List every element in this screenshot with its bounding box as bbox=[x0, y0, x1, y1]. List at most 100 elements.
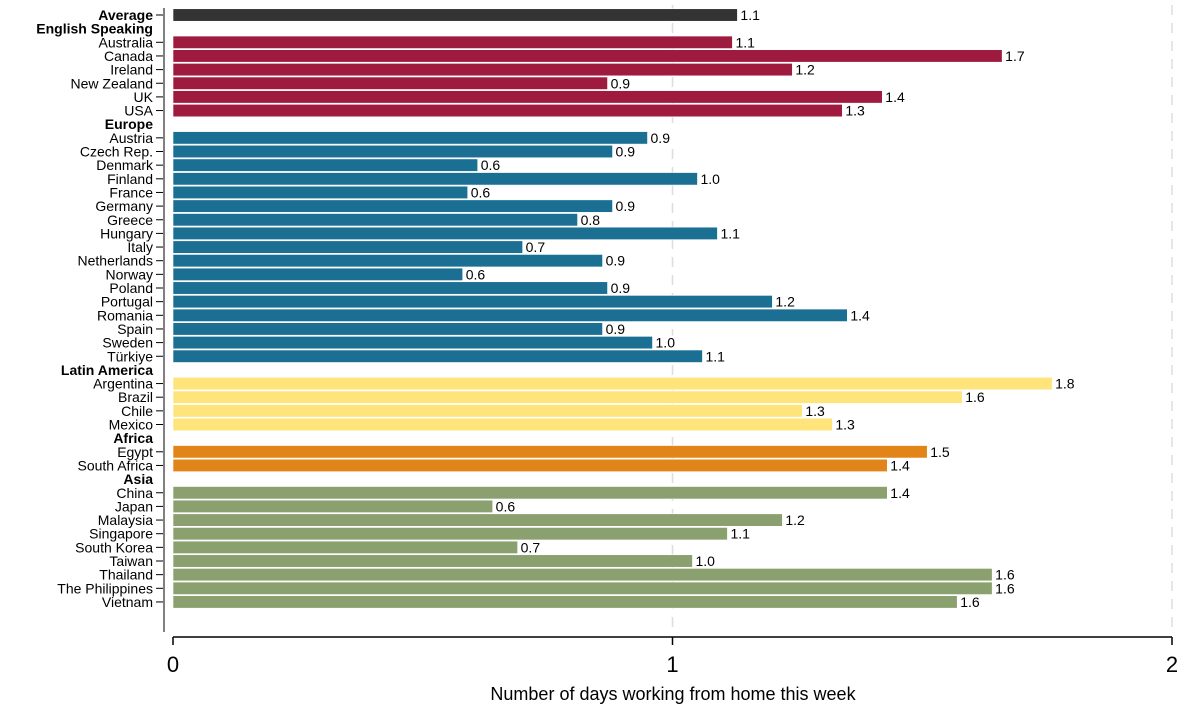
category-label: Argentina bbox=[93, 376, 153, 392]
category-label: Vietnam bbox=[102, 594, 153, 610]
category-label: Greece bbox=[107, 212, 153, 228]
value-label-bg bbox=[467, 185, 494, 200]
bar-europe bbox=[172, 213, 578, 227]
value-label: 0.8 bbox=[581, 212, 601, 228]
value-label: 1.7 bbox=[1005, 48, 1025, 64]
value-label-bg bbox=[602, 253, 629, 268]
category-label: New Zealand bbox=[71, 75, 154, 91]
bar-europe bbox=[172, 185, 469, 199]
category-label: Canada bbox=[104, 48, 153, 64]
category-label: Germany bbox=[95, 198, 153, 214]
value-label-bg bbox=[647, 130, 674, 145]
value-label: 1.4 bbox=[850, 307, 870, 323]
bar-asia bbox=[172, 581, 993, 595]
value-label-bg bbox=[727, 526, 754, 541]
x-axis-title: Number of days working from home this we… bbox=[490, 684, 856, 704]
bar-europe bbox=[172, 295, 773, 309]
value-label-bg bbox=[1052, 376, 1079, 391]
category-label: France bbox=[109, 184, 153, 200]
value-label: 0.6 bbox=[466, 266, 486, 282]
bar-africa bbox=[172, 445, 928, 459]
value-label: 1.8 bbox=[1055, 376, 1075, 392]
category-label: Chile bbox=[121, 403, 153, 419]
bar-europe bbox=[172, 281, 608, 295]
value-label: 1.4 bbox=[890, 457, 910, 473]
value-label-bg bbox=[612, 144, 639, 159]
category-label: Denmark bbox=[96, 157, 154, 173]
category-label: Brazil bbox=[118, 389, 153, 405]
bar-asia bbox=[172, 513, 783, 527]
value-label-bg bbox=[732, 35, 759, 50]
bar-asia bbox=[172, 595, 958, 609]
value-label-bg bbox=[477, 158, 504, 173]
bar-english-speaking bbox=[172, 49, 1003, 63]
category-label: Finland bbox=[107, 171, 153, 187]
category-label: Italy bbox=[127, 239, 153, 255]
value-label-bg bbox=[792, 62, 819, 77]
value-label-bg bbox=[607, 281, 634, 295]
category-label: China bbox=[116, 485, 153, 501]
category-label: Austria bbox=[109, 130, 153, 146]
value-label: 1.2 bbox=[775, 294, 795, 310]
bar-europe bbox=[172, 322, 603, 336]
value-label: 1.0 bbox=[695, 553, 715, 569]
bar-asia bbox=[172, 486, 888, 500]
value-label-bg bbox=[957, 594, 984, 609]
value-label: 1.6 bbox=[965, 389, 985, 405]
value-label: 1.0 bbox=[656, 335, 676, 351]
bar-average bbox=[172, 8, 738, 22]
value-label: 1.1 bbox=[720, 225, 740, 241]
category-label: Mexico bbox=[109, 417, 154, 433]
value-label: 1.0 bbox=[700, 171, 720, 187]
bar-europe bbox=[172, 349, 703, 363]
value-label-bg bbox=[652, 335, 679, 350]
bar-english-speaking bbox=[172, 63, 793, 77]
category-label: Thailand bbox=[99, 567, 153, 583]
bar-english-speaking bbox=[172, 90, 883, 104]
category-label: Norway bbox=[106, 266, 153, 282]
bar-asia bbox=[172, 527, 728, 541]
bar-europe bbox=[172, 158, 478, 172]
group-label-latin-america: Latin America bbox=[61, 362, 153, 378]
value-label-bg bbox=[602, 321, 629, 336]
value-label-bg bbox=[692, 554, 719, 568]
value-label-bg bbox=[847, 308, 874, 323]
value-label: 1.6 bbox=[995, 580, 1015, 596]
bar-europe bbox=[172, 308, 848, 322]
value-label: 1.2 bbox=[785, 512, 805, 528]
category-label: Japan bbox=[115, 498, 153, 514]
value-label-bg bbox=[927, 444, 954, 459]
bar-english-speaking bbox=[172, 104, 843, 118]
bar-europe bbox=[172, 199, 613, 213]
category-label: Türkiye bbox=[107, 348, 153, 364]
value-label: 1.3 bbox=[835, 417, 855, 433]
value-label-bg bbox=[802, 403, 829, 418]
value-label: 1.2 bbox=[795, 62, 815, 78]
bar-europe bbox=[172, 172, 698, 186]
value-label-bg bbox=[522, 240, 549, 255]
bar-latin-america bbox=[172, 404, 803, 418]
bar-europe bbox=[172, 131, 648, 145]
value-label-bg bbox=[887, 458, 914, 473]
category-label: Taiwan bbox=[109, 553, 153, 569]
value-label: 0.6 bbox=[481, 157, 501, 173]
x-tick-label: 0 bbox=[167, 652, 179, 677]
value-label-bg bbox=[992, 581, 1019, 596]
value-label-bg bbox=[887, 485, 914, 500]
bar-latin-america bbox=[172, 390, 963, 404]
value-label: 1.4 bbox=[885, 89, 905, 105]
bar-english-speaking bbox=[172, 35, 733, 49]
value-label: 0.7 bbox=[526, 239, 546, 255]
value-label: 0.9 bbox=[616, 198, 636, 214]
value-label: 1.3 bbox=[805, 403, 825, 419]
category-label: Portugal bbox=[101, 294, 153, 310]
value-label: 1.5 bbox=[930, 444, 950, 460]
value-label-bg bbox=[492, 499, 519, 514]
category-label: South Korea bbox=[75, 539, 153, 555]
value-label-bg bbox=[577, 212, 604, 227]
bar-europe bbox=[172, 226, 718, 240]
bar-asia bbox=[172, 568, 993, 582]
value-label: 1.6 bbox=[960, 594, 980, 610]
